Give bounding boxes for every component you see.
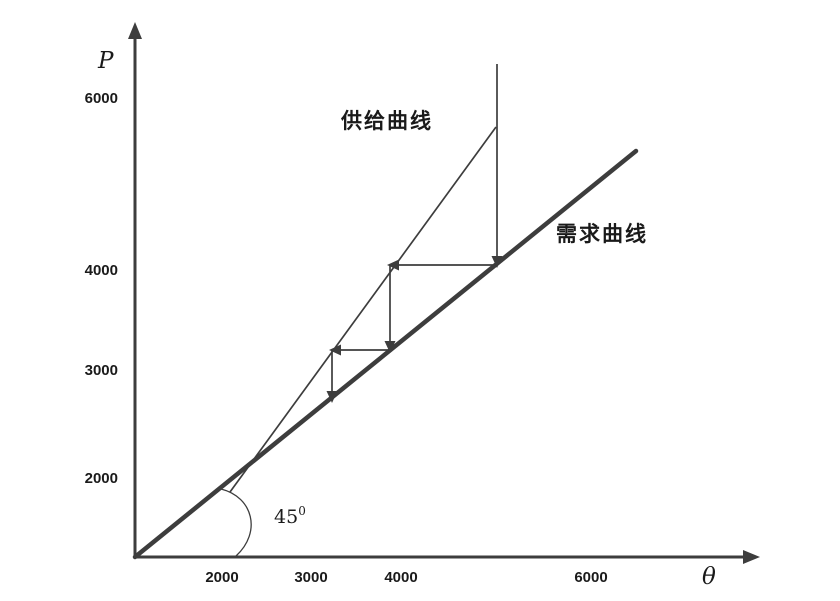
angle-label: 450 — [274, 504, 306, 528]
x-tick-label: 3000 — [294, 569, 327, 586]
x-tick-label: 2000 — [205, 569, 238, 586]
x-axis-label: θ — [702, 564, 716, 590]
y-axis-label: P — [97, 48, 114, 74]
y-tick-label: 3000 — [85, 362, 118, 379]
supply-curve — [229, 126, 497, 493]
y-tick-label: 6000 — [85, 90, 118, 107]
demand-curve — [132, 148, 639, 560]
angle-arc — [220, 488, 252, 557]
y-tick-label: 4000 — [85, 262, 118, 279]
demand-curve-label: 需求曲线 — [556, 222, 648, 246]
y-tick-label: 2000 — [85, 470, 118, 487]
x-tick-label: 6000 — [574, 569, 607, 586]
supply-curve-label: 供给曲线 — [340, 109, 433, 133]
x-tick-label: 4000 — [384, 569, 417, 586]
